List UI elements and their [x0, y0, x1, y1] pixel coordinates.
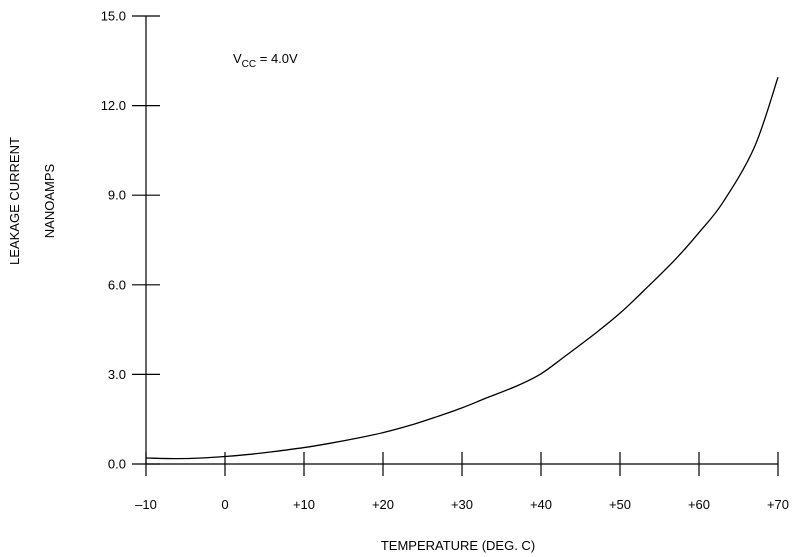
x-tick-label: +30	[451, 497, 473, 512]
x-tick-label: +60	[688, 497, 710, 512]
x-tick-label: +10	[293, 497, 315, 512]
data-series	[145, 77, 779, 460]
y-axis-label-line2: NANOAMPS	[42, 163, 57, 238]
y-tick-label: 0.0	[108, 457, 126, 472]
annotation-vcc: VCC = 4.0V	[233, 51, 298, 70]
x-tick-label: 0	[221, 497, 228, 512]
x-tick-label: +20	[372, 497, 394, 512]
x-axis: –10 0 +10 +20 +30 +40 +50 +60 +70	[135, 452, 789, 512]
y-axis: 0.0 3.0 6.0 9.0 12.0 15.0	[101, 9, 160, 472]
y-tick-label: 6.0	[108, 277, 126, 292]
x-tick-label: –10	[135, 497, 157, 512]
y-tick-label: 3.0	[108, 367, 126, 382]
y-tick-label: 9.0	[108, 188, 126, 203]
x-tick-label: +50	[609, 497, 631, 512]
y-axis-label-line1: LEAKAGE CURRENT	[7, 137, 22, 265]
leakage-current-line	[145, 77, 779, 460]
x-tick-label: +70	[767, 497, 789, 512]
x-axis-label: TEMPERATURE (DEG. C)	[381, 538, 535, 553]
y-tick-label: 15.0	[101, 9, 126, 24]
y-tick-label: 12.0	[101, 98, 126, 113]
x-tick-label: +40	[530, 497, 552, 512]
